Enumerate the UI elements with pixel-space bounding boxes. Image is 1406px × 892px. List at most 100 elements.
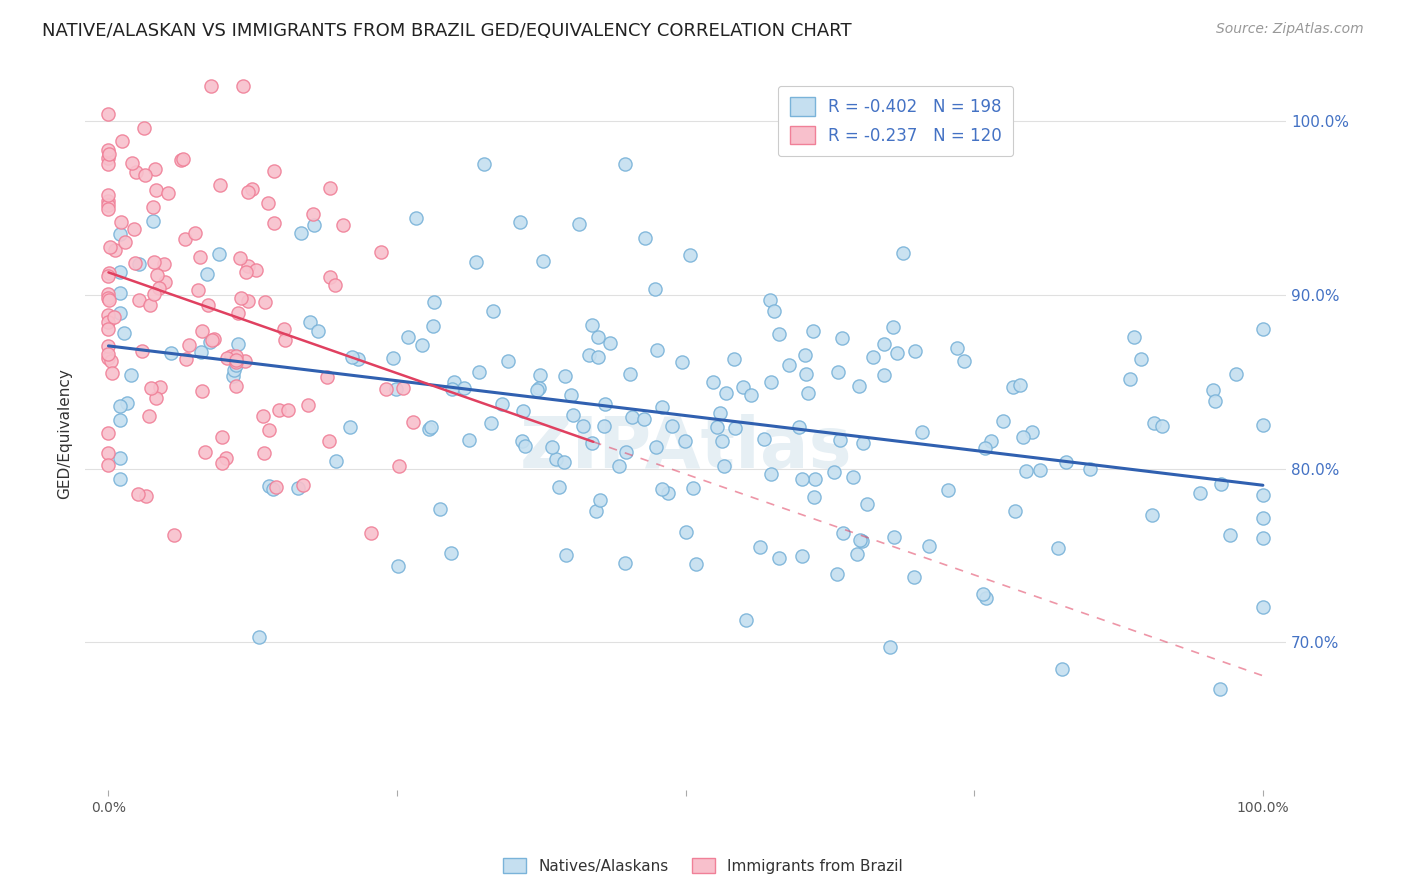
Point [149,380,172,394]
Point [568,217,591,231]
Point [236,185,259,199]
Point [318,434,340,448]
Point [97,266,120,280]
Point [139,297,162,311]
Point [645,440,668,454]
Point [194,445,217,459]
Point [723,352,745,367]
Point [841,470,863,484]
Point [754,432,776,446]
Point [225,349,247,363]
Point [299,315,322,329]
Point [127,487,149,501]
Point [443,375,465,389]
Point [510,434,533,448]
Point [374,383,396,397]
Point [381,351,404,366]
Point [257,423,280,437]
Point [1204,394,1226,409]
Point [801,324,824,338]
Point [145,391,167,405]
Point [103,310,125,324]
Point [706,420,728,434]
Point [593,419,616,434]
Point [1015,464,1038,478]
Point [911,425,934,439]
Point [188,250,211,264]
Point [472,157,495,171]
Point [190,345,212,359]
Point [236,259,259,273]
Point [142,287,165,301]
Point [748,540,770,554]
Text: NATIVE/ALASKAN VS IMMIGRANTS FROM BRAZIL GED/EQUIVALENCY CORRELATION CHART: NATIVE/ALASKAN VS IMMIGRANTS FROM BRAZIL… [42,22,852,40]
Point [1078,461,1101,475]
Point [702,375,724,389]
Point [307,324,329,338]
Point [184,226,207,240]
Point [589,493,612,508]
Point [647,343,669,357]
Point [555,548,578,562]
Point [457,433,479,447]
Point [396,330,419,344]
Point [716,385,738,400]
Point [142,200,165,214]
Point [302,207,325,221]
Point [297,398,319,412]
Point [936,483,959,498]
Point [402,415,425,429]
Point [758,293,780,307]
Point [585,504,607,518]
Point [214,451,236,466]
Point [274,333,297,347]
Point [208,247,231,261]
Point [974,441,997,455]
Point [347,352,370,367]
Point [198,335,221,350]
Point [613,556,636,570]
Point [97,157,120,171]
Point [360,525,382,540]
Point [135,489,157,503]
Point [170,153,193,168]
Point [731,379,754,393]
Point [852,436,875,450]
Point [609,458,631,473]
Point [98,293,121,307]
Point [953,353,976,368]
Point [104,243,127,257]
Point [531,253,554,268]
Point [651,401,673,415]
Point [560,387,582,401]
Point [222,369,245,384]
Point [586,330,609,344]
Point [991,414,1014,428]
Point [1001,380,1024,394]
Point [479,417,502,431]
Point [918,540,941,554]
Point [453,381,475,395]
Point [614,445,637,459]
Point [108,285,131,300]
Point [1143,416,1166,430]
Point [548,480,571,494]
Point [792,471,814,485]
Point [100,354,122,368]
Point [682,482,704,496]
Point [172,152,194,166]
Point [1008,377,1031,392]
Point [138,409,160,423]
Point [108,450,131,465]
Point [974,591,997,606]
Point [429,501,451,516]
Point [160,345,183,359]
Point [675,524,697,539]
Point [108,413,131,427]
Point [856,497,879,511]
Point [673,434,696,448]
Point [1054,455,1077,469]
Point [370,245,392,260]
Point [527,381,550,395]
Point [97,198,120,212]
